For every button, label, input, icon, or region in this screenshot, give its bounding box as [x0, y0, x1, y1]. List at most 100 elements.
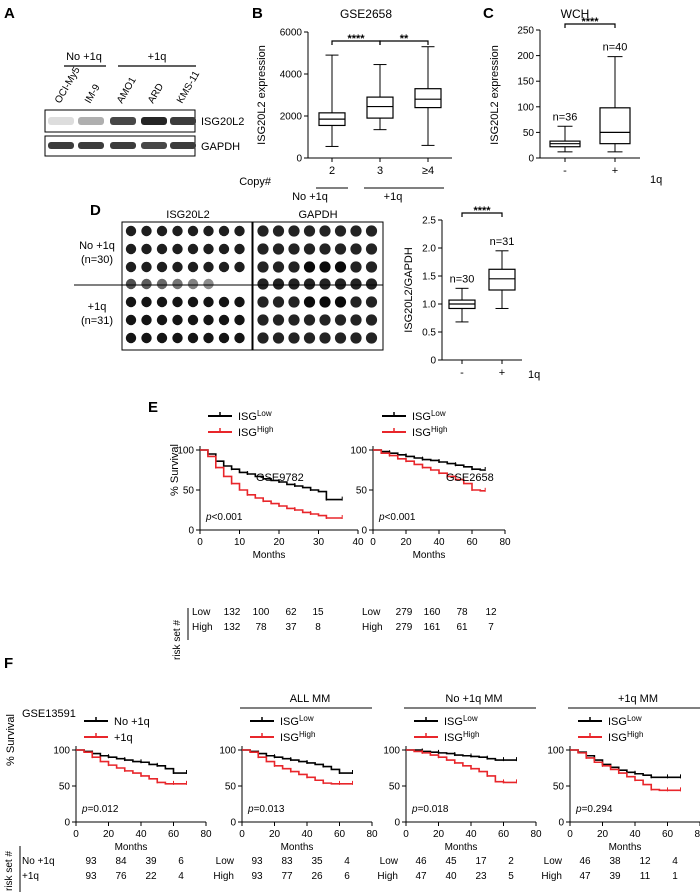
dot-gapdh	[319, 243, 331, 255]
dot-group-1q-label: +1q	[88, 301, 107, 313]
x-tick-label: 10	[234, 537, 246, 548]
risk-row-label: No +1q	[22, 856, 55, 867]
survival-curve	[242, 749, 353, 785]
chart-title-b: GSE2658	[340, 7, 392, 21]
dot-gapdh	[334, 278, 347, 290]
y-tick-label: 100	[177, 446, 194, 457]
bands-gapdh	[48, 142, 196, 149]
risk-value: 4	[344, 856, 350, 867]
risk-value: 47	[579, 871, 591, 882]
x-tick-label: 30	[313, 537, 325, 548]
km-plot: 0 50 100 0 20 40 60 80 Months GSE2658 p<0.001 ISGLo…	[350, 409, 511, 633]
panel-letter-d: D	[90, 202, 101, 219]
significance-stars: ****	[347, 33, 365, 45]
km-plots-e: 0 50 100 0 10 20 30 40 Months GSE9782 p<0.001 ISGLo…	[177, 409, 511, 633]
n-label: n=30	[450, 273, 475, 285]
risk-value: 5	[508, 871, 514, 882]
blot-label-isg20l2: ISG20L2	[201, 116, 244, 128]
risk-value: 8	[315, 622, 321, 633]
risk-value: 15	[312, 607, 324, 618]
km-plot: 0 50 100 0 10 20 30 40 Months GSE9782 p<0.001 ISGLo…	[177, 409, 364, 633]
y-tick-label: 1.5	[422, 272, 436, 283]
cohort-header: ALL MM	[290, 693, 331, 705]
dots-isg20l2	[125, 225, 245, 344]
y-tick-label: 0	[361, 526, 367, 537]
dot-isg20l2	[187, 332, 199, 344]
dot-isg20l2	[156, 314, 168, 326]
x-tick-label: 80	[499, 537, 511, 548]
lane-label: AMO1	[115, 75, 139, 105]
band-isg20l2	[141, 117, 167, 125]
y-axis-label-c: ISG20L2 expression	[489, 45, 501, 145]
dot-gapdh	[350, 278, 362, 290]
blot-label-gapdh: GAPDH	[201, 141, 240, 153]
panel-letter-f: F	[4, 655, 13, 672]
survival-curve	[200, 449, 343, 501]
dot-gapdh	[334, 332, 347, 344]
dot-blot-label-isg20l2: ISG20L2	[166, 209, 209, 221]
y-tick-label: 4000	[280, 70, 303, 81]
dot-gapdh	[334, 296, 347, 308]
dot-isg20l2	[125, 225, 137, 237]
y-tick-label: 0	[296, 154, 302, 165]
dot-isg20l2	[125, 314, 137, 326]
x-tick-label: 40	[301, 829, 313, 840]
dot-isg20l2	[141, 296, 152, 308]
risk-value: 6	[344, 871, 350, 882]
y-tick-label: 2.5	[422, 216, 436, 227]
risk-value: 38	[609, 856, 621, 867]
lane-labels: OCI-My5 IM-9 AMO1 ARD KMS-11	[53, 65, 202, 106]
x-tick-label: 20	[400, 537, 412, 548]
y-tick-label: 0	[188, 526, 194, 537]
band-gapdh	[78, 142, 104, 149]
lane-label: IM-9	[83, 82, 103, 105]
dot-isg20l2	[218, 296, 230, 308]
legend-label: ISGHigh	[444, 730, 479, 744]
x-tick-label: 40	[352, 537, 364, 548]
dot-gapdh	[288, 243, 300, 255]
dot-isg20l2	[218, 225, 230, 237]
dot-gapdh	[319, 261, 331, 273]
dot-gapdh	[288, 296, 300, 308]
y-tick-label: 100	[350, 446, 367, 457]
x-tick-label: 80	[366, 829, 378, 840]
legend-label: ISGHigh	[608, 730, 643, 744]
panel-d: D ISG20L2 GAPDH No +1q (n=30) +1q (n=31)…	[74, 202, 540, 381]
significance-stars: ****	[581, 16, 599, 28]
significance-bracket	[564, 23, 616, 28]
dot-gapdh	[350, 296, 362, 308]
dot-isg20l2	[203, 314, 214, 326]
y-tick-label: 50	[523, 128, 535, 139]
dot-isg20l2	[187, 296, 199, 308]
dot-isg20l2	[125, 332, 137, 344]
survival-curve	[406, 749, 517, 761]
panel-letter-a: A	[4, 5, 15, 22]
y-tick-label: 50	[553, 782, 565, 793]
dot-isg20l2	[218, 261, 230, 273]
chart-title-c: WCH	[561, 7, 590, 21]
dot-isg20l2	[156, 278, 168, 290]
copy-label: Copy#	[239, 176, 272, 188]
risk-value: 93	[251, 856, 263, 867]
dot-gapdh	[272, 296, 285, 308]
band-gapdh	[110, 142, 136, 149]
y-tick-label: 100	[517, 102, 534, 113]
km-plot: 0 50 100 0 20 40 60 80 Months p=0.018 ISGLow ISGHig…	[377, 714, 542, 882]
km-plot: 0 50 100 0 20 40 60 80 Months p=0.013 ISGLow ISGHig…	[213, 714, 378, 882]
p-value: p=0.012	[81, 804, 119, 815]
x-tick-label: -	[460, 367, 464, 379]
dot-group-no-1q-label: No +1q	[79, 240, 115, 252]
p-value: p=0.013	[247, 804, 285, 815]
y-tick-label: 0	[528, 154, 534, 165]
group-label-no-1q: No +1q	[66, 51, 102, 63]
risk-value: 84	[115, 856, 127, 867]
risk-row-label: High	[377, 871, 398, 882]
dot-isg20l2	[218, 332, 230, 344]
risk-value: 279	[396, 622, 413, 633]
dot-isg20l2	[141, 278, 152, 290]
x-tick-label: 20	[273, 537, 285, 548]
x-tick-label: 0	[370, 537, 376, 548]
risk-value: 39	[145, 856, 157, 867]
dot-gapdh	[303, 225, 316, 237]
risk-value: 2	[508, 856, 514, 867]
